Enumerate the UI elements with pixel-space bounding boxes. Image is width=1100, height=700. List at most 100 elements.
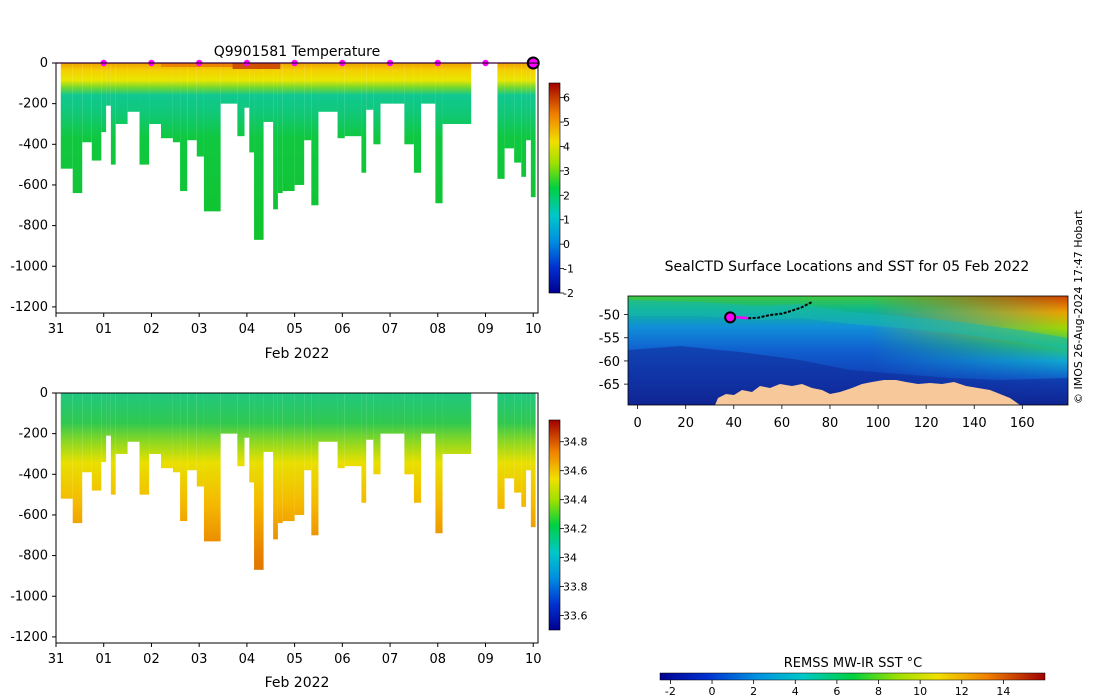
surface-warm-patch — [232, 63, 281, 69]
profile-23 — [273, 63, 278, 210]
map-y-tick-label--65: -65 — [599, 378, 620, 393]
imos-credit: © IMOS 26-Aug-2024 17:47 Hobart — [1072, 192, 1086, 404]
cbar-tick-label-2: 2 — [563, 189, 570, 202]
profile-46 — [526, 63, 531, 141]
profile-28 — [311, 393, 319, 536]
temperature-profiles — [60, 63, 536, 240]
x-tick-label-01: 01 — [95, 652, 112, 667]
seal-track-line — [730, 301, 813, 320]
map-x-tick-label-60: 60 — [774, 416, 791, 431]
cbar-tick-label-34.6: 34.6 — [563, 465, 588, 478]
profile-4 — [101, 63, 107, 133]
profile-11 — [160, 393, 173, 469]
cbar-tick-label-6: 6 — [563, 92, 570, 105]
profile-21 — [254, 393, 264, 570]
x-tick-label-31: 31 — [48, 322, 65, 337]
x-tick-label-10: 10 — [525, 322, 542, 337]
temperature-colorbar-ticks: -2 -1 0 1 2 3 4 5 6 — [560, 92, 574, 300]
profile-14 — [187, 63, 197, 141]
y-tick-label--400: -400 — [18, 137, 48, 152]
sst-cbar-tick-label-12: 12 — [955, 685, 969, 698]
y-tick-label--1000: -1000 — [10, 589, 48, 604]
profile-9 — [139, 393, 150, 495]
profile-22 — [263, 63, 274, 122]
profile-24 — [277, 393, 283, 524]
map-x-tick-label-40: 40 — [726, 416, 743, 431]
profile-5 — [106, 63, 111, 106]
y-tick-label--400: -400 — [18, 467, 48, 482]
x-tick-label-08: 08 — [430, 322, 447, 337]
profile-14 — [187, 393, 197, 471]
profile-20 — [249, 393, 255, 483]
y-tick-label-0: 0 — [40, 386, 48, 401]
profile-6 — [110, 393, 116, 495]
x-tick-label-04: 04 — [239, 652, 256, 667]
temperature-colorbar — [548, 82, 561, 294]
profile-21 — [254, 63, 264, 240]
map-x-tick-label-120: 120 — [914, 416, 939, 431]
salinity-profiles — [60, 393, 536, 570]
profile-35 — [380, 63, 393, 104]
y-tick-label--600: -600 — [18, 178, 48, 193]
cbar-tick-label-1: 1 — [563, 214, 570, 227]
sst-map-frame — [627, 295, 1069, 406]
profile-22 — [263, 393, 274, 452]
profile-30 — [337, 393, 345, 469]
profile-11 — [160, 63, 173, 139]
profile-26 — [294, 63, 305, 185]
cbar-tick-label-4: 4 — [563, 140, 570, 153]
map-y-tick-label--55: -55 — [599, 332, 620, 347]
x-tick-label-07: 07 — [382, 322, 399, 337]
profile-15 — [196, 393, 204, 487]
profile-31 — [344, 393, 362, 467]
x-tick-label-09: 09 — [477, 652, 494, 667]
profile-12 — [172, 393, 181, 473]
profile-35 — [380, 393, 393, 434]
profile-33 — [366, 393, 374, 440]
profile-41 — [442, 63, 472, 124]
profile-20 — [249, 63, 255, 153]
profile-2 — [82, 393, 92, 473]
temperature-xlabel: Feb 2022 — [265, 346, 330, 362]
x-tick-label-03: 03 — [191, 652, 208, 667]
map-y-tick-label--50: -50 — [599, 309, 620, 324]
x-tick-label-05: 05 — [286, 652, 303, 667]
y-tick-label--1200: -1200 — [10, 300, 48, 315]
profile-10 — [149, 393, 161, 454]
cbar-tick-label-34.8: 34.8 — [563, 436, 588, 449]
sst-cbar-tick-label-14: 14 — [996, 685, 1010, 698]
profile-1 — [72, 393, 83, 524]
profile-29 — [318, 63, 338, 112]
x-tick-label-07: 07 — [382, 652, 399, 667]
profile-42 — [497, 393, 505, 509]
y-tick-label--200: -200 — [18, 97, 48, 112]
sst-frontal-band — [628, 300, 1068, 350]
profile-45 — [521, 393, 527, 507]
profile-46 — [526, 393, 531, 471]
temperature-x-axis: 31 01 02 03 04 05 06 07 08 09 10 — [48, 313, 542, 337]
profile-18 — [237, 393, 245, 467]
profile-39 — [421, 63, 436, 104]
x-tick-label-02: 02 — [143, 652, 160, 667]
profile-37 — [404, 393, 414, 475]
x-tick-label-04: 04 — [239, 322, 256, 337]
sst-cbar-tick-label-6: 6 — [833, 685, 840, 698]
sst-map-panel: SealCTD Surface Locations and SST for 05… — [599, 259, 1069, 698]
y-tick-label--800: -800 — [18, 549, 48, 564]
x-tick-label-31: 31 — [48, 652, 65, 667]
profile-32 — [361, 393, 367, 503]
x-tick-label-05: 05 — [286, 322, 303, 337]
profile-26 — [294, 393, 305, 515]
profile-3 — [91, 63, 102, 161]
map-x-tick-label-160: 160 — [1010, 416, 1035, 431]
profile-42 — [497, 63, 505, 179]
profile-18 — [237, 63, 245, 137]
profile-5 — [106, 393, 111, 436]
profile-32 — [361, 63, 367, 173]
profile-13 — [180, 393, 188, 522]
sst-cbar-tick-label-2: 2 — [750, 685, 757, 698]
salinity-colorbar — [548, 419, 561, 631]
x-tick-label-08: 08 — [430, 652, 447, 667]
profile-43 — [504, 63, 515, 149]
cbar-tick-label--2: -2 — [563, 287, 574, 300]
